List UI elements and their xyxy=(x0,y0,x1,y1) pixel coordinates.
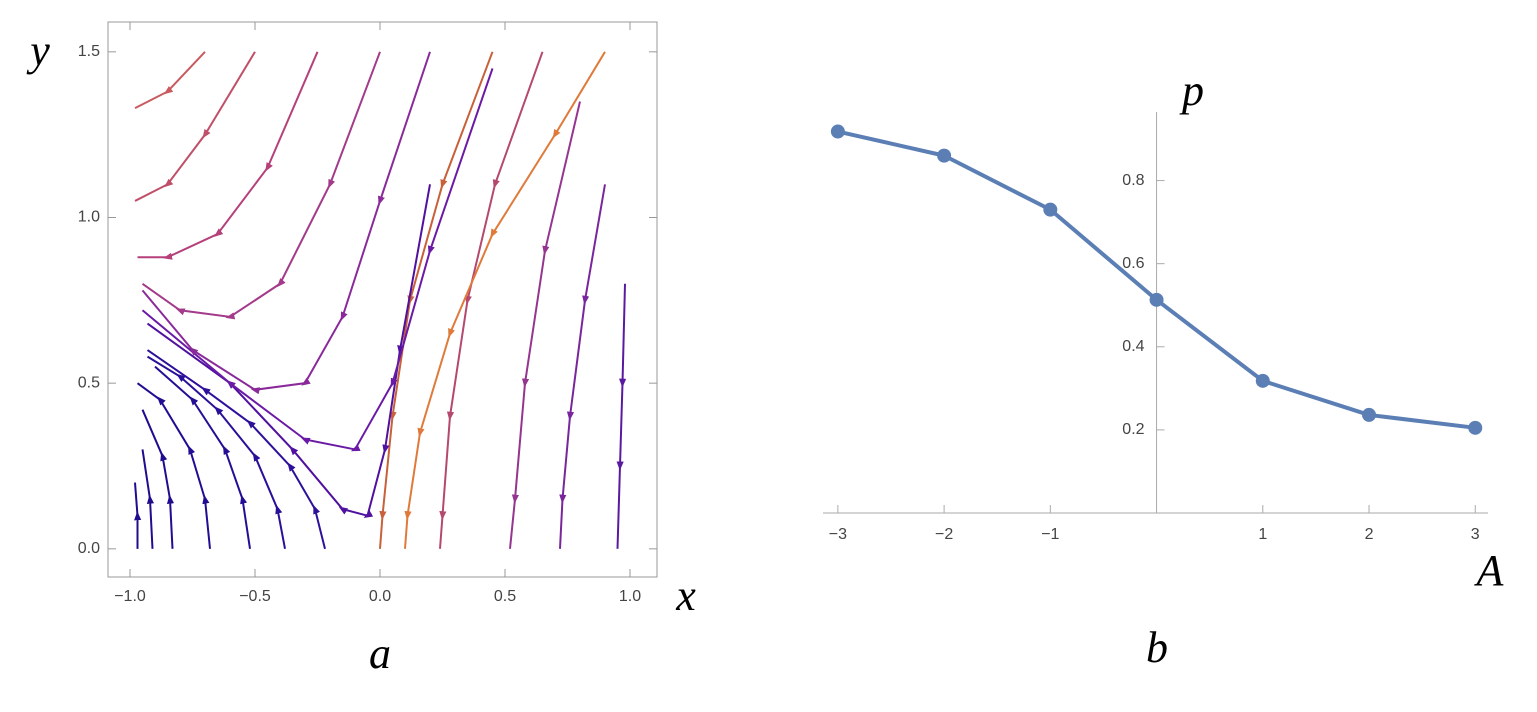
y-tick-label: 0.8 xyxy=(1122,172,1144,189)
caption: b xyxy=(1146,623,1168,672)
streamline xyxy=(141,449,155,549)
x-tick-label: 0.0 xyxy=(369,588,391,605)
point xyxy=(1043,202,1058,217)
streamline xyxy=(154,365,251,549)
streamline xyxy=(141,68,494,452)
point xyxy=(830,124,845,139)
streamline xyxy=(146,355,286,550)
y-tick-label: 0.0 xyxy=(78,540,100,557)
streamline xyxy=(134,51,206,110)
y-axis-label: y xyxy=(26,26,50,75)
y-tick-label: 0.5 xyxy=(78,374,100,391)
x-tick-label: 1 xyxy=(1258,526,1267,543)
y-tick-label: 0.4 xyxy=(1122,338,1144,355)
streamline xyxy=(616,283,627,549)
y-tick-label: 0.2 xyxy=(1122,421,1144,438)
point xyxy=(1362,407,1377,422)
point xyxy=(1255,373,1270,388)
streamline xyxy=(141,51,431,395)
streamline xyxy=(509,101,581,549)
y-tick-label: 1.0 xyxy=(78,209,100,226)
streamline xyxy=(137,51,319,260)
x-tick-label: −1 xyxy=(1041,526,1059,543)
x-tick-label: −1.0 xyxy=(114,588,146,605)
x-tick-label: 3 xyxy=(1471,526,1480,543)
plot-frame xyxy=(107,21,658,578)
streamline xyxy=(141,51,381,320)
x-tick-label: −2 xyxy=(935,526,953,543)
point xyxy=(1149,292,1164,307)
streamline xyxy=(134,51,256,202)
streamline xyxy=(559,184,606,549)
x-tick-label: −3 xyxy=(829,526,847,543)
y-axis-label: p xyxy=(1179,66,1204,115)
streamline xyxy=(136,382,211,549)
streamline xyxy=(146,349,326,550)
y-tick-label: 1.5 xyxy=(78,43,100,60)
x-tick-label: 2 xyxy=(1365,526,1374,543)
x-tick-label: −0.5 xyxy=(239,588,271,605)
y-tick-label: 0.6 xyxy=(1122,255,1144,272)
caption: a xyxy=(369,629,391,678)
streamline xyxy=(134,482,142,549)
x-tick-label: 0.5 xyxy=(494,588,516,605)
x-axis-label: x xyxy=(675,571,696,620)
x-tick-label: 1.0 xyxy=(619,588,641,605)
point xyxy=(1468,420,1483,435)
streamline xyxy=(439,51,544,549)
streamline xyxy=(379,51,494,549)
point xyxy=(937,148,952,163)
x-axis-label: A xyxy=(1474,546,1505,595)
